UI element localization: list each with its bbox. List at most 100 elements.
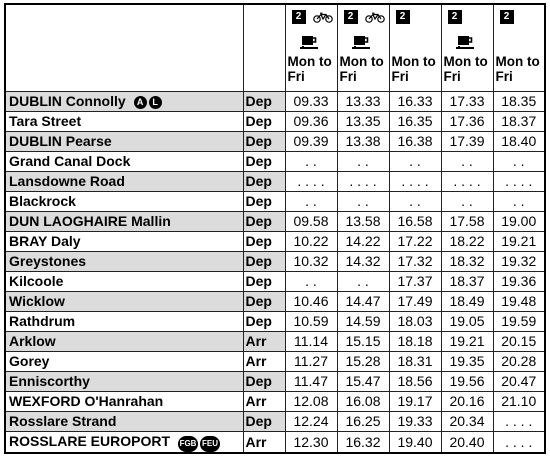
time-cell: . .: [388, 191, 442, 212]
service-badge: 2: [447, 10, 462, 24]
timetable-row: DUBLIN Pearse Dep 09.39 13.38 16.38 17.39 18.4…: [4, 131, 546, 152]
time-cell: 13.35: [336, 111, 390, 132]
time-cell: 19.48: [492, 291, 546, 312]
timetable-row: Tara Street Dep 09.36 13.35 16.35 17.36 18.37: [4, 111, 546, 132]
time-cell: 11.47: [284, 371, 338, 392]
time-cell: 18.40: [492, 131, 546, 152]
time-cell: 17.32: [388, 251, 442, 272]
time-cell: 19.17: [388, 391, 442, 412]
station-name: Rathdrum: [9, 313, 76, 329]
arr-dep-cell: Dep: [242, 191, 286, 212]
station-cell: Greystones: [4, 251, 244, 272]
time-cell: 21.10: [492, 391, 546, 412]
time-cell: 19.21: [440, 331, 494, 352]
train-column-header: 2 Mon to Fri: [284, 3, 338, 92]
time-cell: 14.59: [336, 311, 390, 332]
timetable-row: Wicklow Dep 10.46 14.47 17.49 18.49 19.48: [4, 291, 546, 312]
time-cell: 16.35: [388, 111, 442, 132]
station-cell: Arklow: [4, 331, 244, 352]
time-cell: 10.32: [284, 251, 338, 272]
arr-dep-cell: Arr: [242, 331, 286, 352]
station-facility-badge: L: [148, 96, 162, 109]
service-badge: 2: [343, 10, 358, 24]
days-of-operation: Mon to Fri: [443, 54, 488, 84]
station-name: Arklow: [9, 333, 56, 349]
days-of-operation: Mon to Fri: [339, 54, 384, 84]
time-cell: 20.47: [492, 371, 546, 392]
time-cell: 09.36: [284, 111, 338, 132]
station-cell: WEXFORD O'Hanrahan: [4, 391, 244, 412]
station-name: DUBLIN Connolly: [9, 93, 126, 109]
timetable-row: Lansdowne Road Dep. . . .. . . .. . . .. …: [4, 171, 546, 192]
time-cell: 16.32: [336, 431, 390, 454]
days-of-operation: Mon to Fri: [391, 54, 436, 84]
station-name: Tara Street: [9, 113, 82, 129]
time-cell: 19.00: [492, 211, 546, 232]
time-cell: . . . .: [336, 171, 390, 192]
train-column-header: 2 Mon to Fri: [440, 3, 494, 92]
station-cell: Kilcoole: [4, 271, 244, 292]
time-cell: . .: [336, 271, 390, 292]
station-name: Greystones: [9, 253, 87, 269]
time-cell: . . . .: [440, 171, 494, 192]
arr-dep-cell: Dep: [242, 291, 286, 312]
station-cell: Grand Canal Dock: [4, 151, 244, 172]
time-cell: 19.33: [388, 411, 442, 432]
arr-dep-cell: Dep: [242, 271, 286, 292]
time-cell: . . . .: [492, 171, 546, 192]
time-cell: 18.56: [388, 371, 442, 392]
station-name: Rosslare Strand: [9, 413, 117, 429]
header-row: 2 Mon to Fri 2 Mon to Fri 2 Mon to Fri 2 Mon to…: [4, 3, 546, 92]
station-cell: DUBLIN Connolly A L: [4, 91, 244, 112]
time-cell: . .: [440, 151, 494, 172]
time-cell: 20.28: [492, 351, 546, 372]
arr-dep-cell: Dep: [242, 211, 286, 232]
time-cell: . .: [284, 271, 338, 292]
station-cell: Wicklow: [4, 291, 244, 312]
catering-cup-icon: [455, 36, 474, 49]
arr-dep-cell: Dep: [242, 371, 286, 392]
arr-dep-cell: Arr: [242, 391, 286, 412]
time-cell: 17.39: [440, 131, 494, 152]
arr-dep-cell: Dep: [242, 171, 286, 192]
time-cell: 20.34: [440, 411, 494, 432]
station-name: Kilcoole: [9, 273, 64, 289]
arr-dep-cell: Dep: [242, 111, 286, 132]
arr-dep-cell: Dep: [242, 231, 286, 252]
time-cell: 19.21: [492, 231, 546, 252]
time-cell: 16.38: [388, 131, 442, 152]
time-cell: . . . .: [492, 411, 546, 432]
station-name: Blackrock: [9, 193, 76, 209]
timetable-row: Enniscorthy Dep 11.47 15.47 18.56 19.56 20.47: [4, 371, 546, 392]
time-cell: 17.37: [388, 271, 442, 292]
time-cell: 19.05: [440, 311, 494, 332]
arr-dep-cell: Dep: [242, 91, 286, 112]
station-cell: Tara Street: [4, 111, 244, 132]
time-cell: . .: [388, 151, 442, 172]
timetable-row: Rosslare Strand Dep 12.24 16.25 19.33 20.34. …: [4, 411, 546, 432]
time-cell: 12.08: [284, 391, 338, 412]
station-name: Enniscorthy: [9, 373, 90, 389]
station-name: DUBLIN Pearse: [9, 133, 112, 149]
time-cell: 19.56: [440, 371, 494, 392]
station-cell: Rosslare Strand: [4, 411, 244, 432]
time-cell: . .: [336, 191, 390, 212]
station-name: Grand Canal Dock: [9, 153, 131, 169]
time-cell: 18.18: [388, 331, 442, 352]
time-cell: 20.16: [440, 391, 494, 412]
time-cell: 20.15: [492, 331, 546, 352]
arr-dep-cell: Dep: [242, 311, 286, 332]
station-name: Lansdowne Road: [9, 173, 125, 189]
time-cell: 18.37: [492, 111, 546, 132]
station-cell: Enniscorthy: [4, 371, 244, 392]
time-cell: 13.33: [336, 91, 390, 112]
time-cell: 14.32: [336, 251, 390, 272]
time-cell: 19.59: [492, 311, 546, 332]
station-name: BRAY Daly: [9, 233, 81, 249]
timetable-row: ROSSLARE EUROPORT FGB FEU Arr 12.30 16.32 19.4…: [4, 431, 546, 454]
time-cell: 19.36: [492, 271, 546, 292]
time-cell: . .: [492, 191, 546, 212]
time-cell: 10.22: [284, 231, 338, 252]
station-name: Gorey: [9, 353, 50, 369]
arr-dep-cell: Dep: [242, 131, 286, 152]
